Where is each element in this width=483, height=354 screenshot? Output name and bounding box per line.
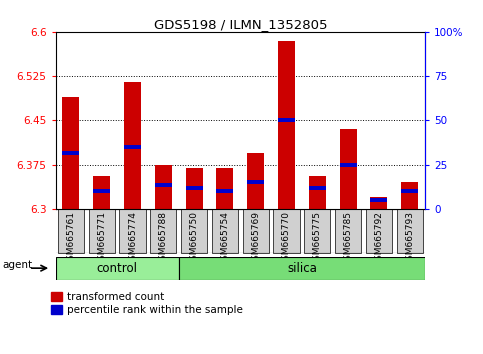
Bar bbox=[278, 41, 295, 209]
Bar bbox=[247, 153, 264, 209]
Bar bbox=[179, 257, 425, 280]
Text: GSM665771: GSM665771 bbox=[97, 211, 106, 266]
Bar bbox=[155, 165, 172, 209]
Text: GSM665793: GSM665793 bbox=[405, 211, 414, 266]
Bar bbox=[185, 167, 202, 209]
Bar bbox=[216, 167, 233, 209]
Bar bbox=[89, 209, 115, 253]
Bar bbox=[401, 189, 418, 193]
Bar bbox=[340, 162, 356, 167]
Bar bbox=[155, 183, 172, 187]
Bar bbox=[335, 209, 361, 253]
Bar bbox=[273, 209, 299, 253]
Bar bbox=[93, 189, 110, 193]
Bar bbox=[401, 182, 418, 209]
Bar bbox=[242, 209, 269, 253]
Bar bbox=[181, 209, 207, 253]
Text: GSM665792: GSM665792 bbox=[374, 211, 384, 266]
Text: GSM665754: GSM665754 bbox=[220, 211, 229, 266]
Text: GSM665761: GSM665761 bbox=[67, 211, 75, 266]
Bar bbox=[62, 151, 79, 155]
Bar bbox=[247, 180, 264, 184]
Bar bbox=[278, 118, 295, 122]
Bar bbox=[397, 209, 423, 253]
Text: GSM665750: GSM665750 bbox=[190, 211, 199, 266]
Text: silica: silica bbox=[287, 262, 317, 275]
Bar bbox=[340, 129, 356, 209]
Text: GSM665785: GSM665785 bbox=[343, 211, 353, 266]
Legend: transformed count, percentile rank within the sample: transformed count, percentile rank withi… bbox=[51, 292, 242, 315]
Title: GDS5198 / ILMN_1352805: GDS5198 / ILMN_1352805 bbox=[154, 18, 327, 31]
Bar bbox=[150, 209, 176, 253]
Bar bbox=[93, 176, 110, 209]
Bar bbox=[212, 209, 238, 253]
Text: GSM665770: GSM665770 bbox=[282, 211, 291, 266]
Text: GSM665769: GSM665769 bbox=[251, 211, 260, 266]
Bar bbox=[370, 197, 387, 209]
Bar bbox=[119, 209, 145, 253]
Bar bbox=[216, 189, 233, 193]
Bar bbox=[56, 257, 179, 280]
Bar bbox=[185, 186, 202, 190]
Bar bbox=[309, 186, 326, 190]
Bar bbox=[58, 209, 84, 253]
Text: GSM665775: GSM665775 bbox=[313, 211, 322, 266]
Bar bbox=[124, 82, 141, 209]
Text: agent: agent bbox=[3, 261, 33, 270]
Text: control: control bbox=[97, 262, 138, 275]
Bar bbox=[366, 209, 392, 253]
Bar bbox=[370, 198, 387, 202]
Bar bbox=[309, 176, 326, 209]
Bar bbox=[304, 209, 330, 253]
Bar bbox=[124, 145, 141, 149]
Text: GSM665788: GSM665788 bbox=[159, 211, 168, 266]
Bar bbox=[62, 97, 79, 209]
Text: GSM665774: GSM665774 bbox=[128, 211, 137, 266]
